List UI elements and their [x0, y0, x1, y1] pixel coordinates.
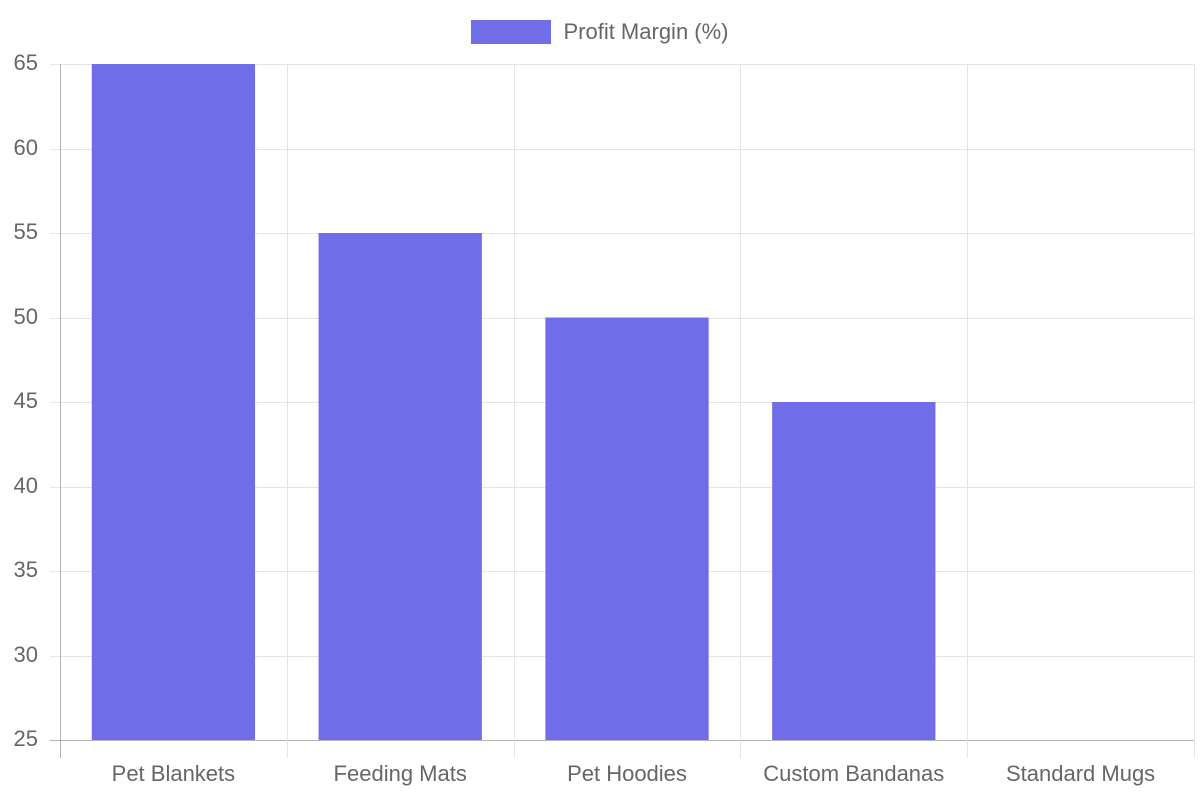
- y-tick-label: 40: [13, 472, 38, 498]
- y-tick-label: 25: [13, 726, 38, 751]
- y-tick-label: 55: [13, 219, 38, 244]
- y-tick-label: 65: [13, 50, 38, 75]
- y-tick-label: 30: [13, 641, 38, 667]
- bar-feeding-mats[interactable]: [318, 233, 482, 740]
- bar-pet-hoodies[interactable]: [545, 317, 709, 741]
- y-tick-label: 50: [13, 303, 38, 329]
- y-tick-label: 45: [13, 388, 38, 413]
- x-tick-label: Custom Bandanas: [763, 761, 945, 786]
- x-tick-label: Pet Blankets: [111, 761, 236, 786]
- legend-label: Profit Margin (%): [563, 19, 729, 44]
- x-tick-label: Standard Mugs: [1005, 761, 1156, 786]
- x-tick-label: Pet Hoodies: [567, 761, 687, 786]
- bar-pet-blankets[interactable]: [91, 64, 256, 740]
- bar-custom-bandanas[interactable]: [772, 402, 936, 740]
- legend-swatch[interactable]: [471, 20, 552, 44]
- chart-legend: Profit Margin (%): [0, 18, 1200, 46]
- x-tick-label: Feeding Mats: [333, 761, 467, 786]
- y-tick-label: 35: [13, 557, 38, 582]
- y-tick-label: 60: [13, 134, 38, 160]
